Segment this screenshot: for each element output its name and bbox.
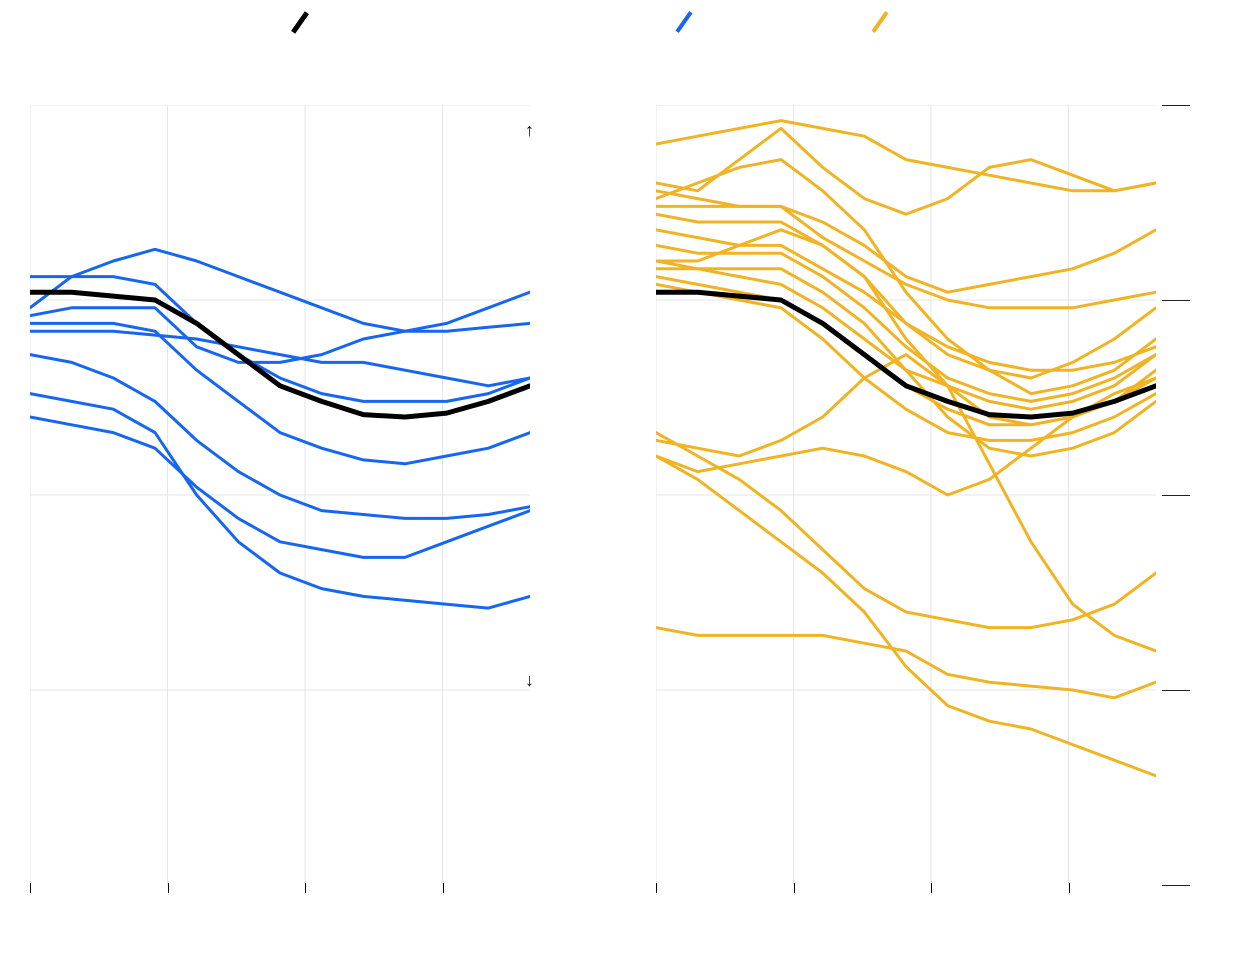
legend-item-series-black (288, 20, 470, 25)
legend-left (288, 20, 470, 25)
y-tick-right (1162, 300, 1190, 301)
legend-swatch-series-blue (675, 11, 692, 33)
x-tick (30, 883, 31, 893)
chart-right-yticks (656, 105, 1156, 885)
legend-item-series-blue (672, 20, 854, 24)
x-tick (443, 883, 444, 893)
x-tick (305, 883, 306, 893)
legend-swatch-series-black (291, 11, 309, 34)
y-tick-right (1162, 690, 1190, 691)
chart-right (656, 105, 1156, 885)
chart-left: ↑ ↓ (30, 105, 530, 885)
y-tick-right (1162, 105, 1190, 106)
x-tick (168, 883, 169, 893)
y-tick-right (1162, 495, 1190, 496)
legend-right (672, 20, 1050, 24)
arrow-down-icon: ↓ (525, 672, 534, 690)
arrow-up-icon: ↑ (525, 122, 534, 140)
legend-swatch-series-orange (871, 11, 888, 33)
y-tick-right (1162, 885, 1190, 886)
chart-left-xticks (30, 105, 530, 885)
legend-item-series-orange (868, 20, 1050, 24)
